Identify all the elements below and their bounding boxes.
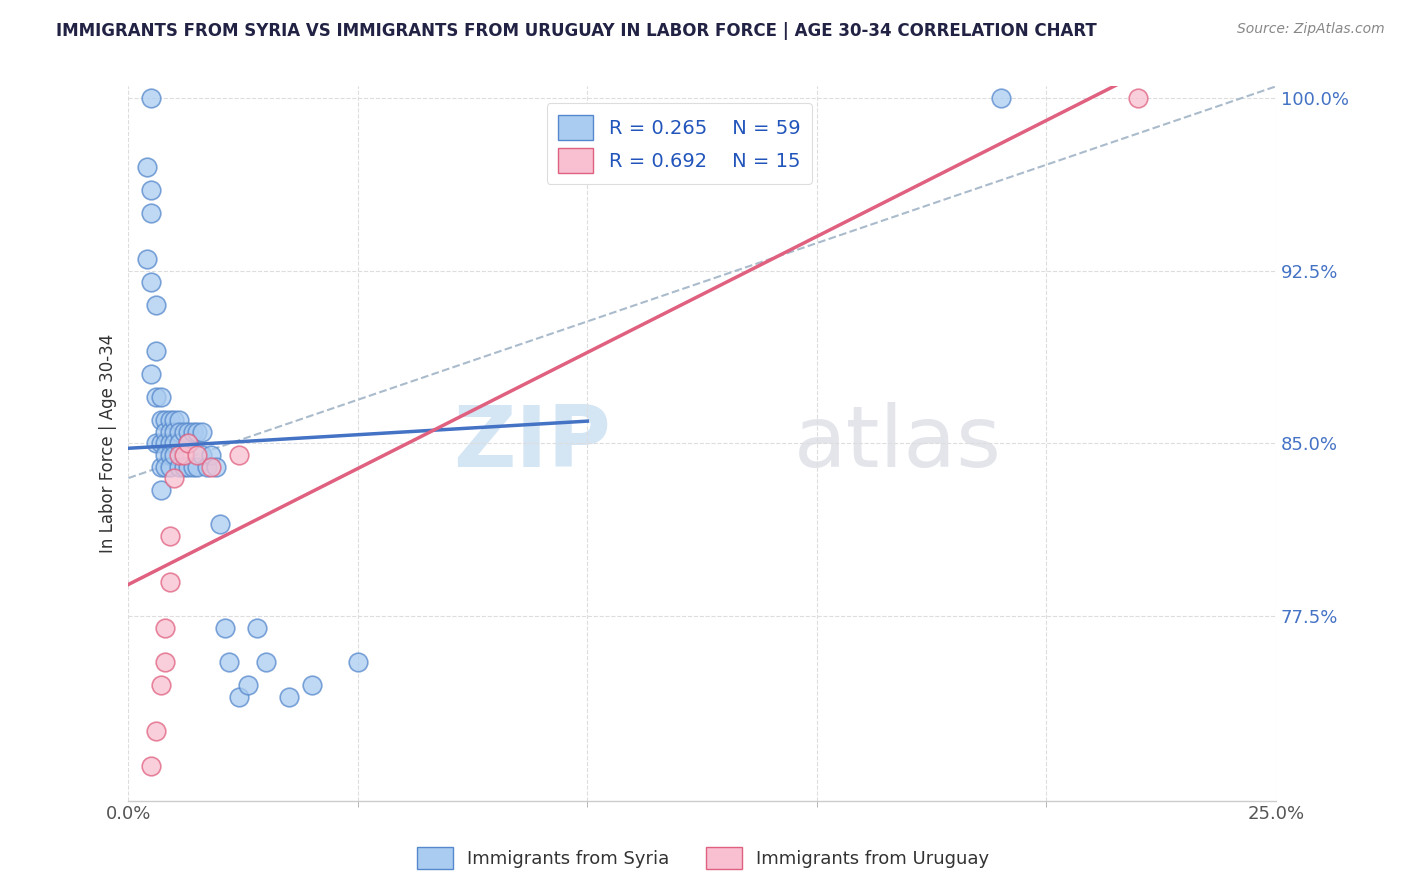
- Point: [177, 425, 200, 439]
- Point: [159, 574, 181, 589]
- Point: [153, 436, 176, 450]
- Point: [163, 448, 186, 462]
- Point: [177, 459, 200, 474]
- Point: [278, 690, 301, 704]
- Point: [135, 252, 157, 267]
- Text: ZIP: ZIP: [453, 402, 610, 485]
- Point: [149, 678, 172, 692]
- Legend: R = 0.265    N = 59, R = 0.692    N = 15: R = 0.265 N = 59, R = 0.692 N = 15: [547, 103, 813, 185]
- Point: [191, 448, 214, 462]
- Y-axis label: In Labor Force | Age 30-34: In Labor Force | Age 30-34: [100, 334, 117, 553]
- Point: [145, 391, 167, 405]
- Point: [209, 517, 232, 532]
- Point: [135, 160, 157, 174]
- Point: [195, 459, 218, 474]
- Point: [214, 621, 236, 635]
- Point: [181, 459, 204, 474]
- Point: [218, 656, 240, 670]
- Point: [141, 183, 163, 197]
- Point: [990, 91, 1012, 105]
- Point: [200, 459, 222, 474]
- Point: [145, 724, 167, 739]
- Point: [153, 621, 176, 635]
- Point: [145, 298, 167, 312]
- Point: [173, 425, 195, 439]
- Point: [163, 425, 186, 439]
- Point: [186, 425, 208, 439]
- Point: [159, 425, 181, 439]
- Point: [167, 436, 190, 450]
- Point: [149, 413, 172, 427]
- Point: [177, 436, 200, 450]
- Point: [228, 448, 250, 462]
- Point: [149, 483, 172, 497]
- Point: [163, 413, 186, 427]
- Point: [301, 678, 323, 692]
- Point: [163, 471, 186, 485]
- Point: [191, 425, 214, 439]
- Point: [141, 368, 163, 382]
- Point: [347, 656, 370, 670]
- Point: [159, 448, 181, 462]
- Point: [254, 656, 277, 670]
- Point: [177, 436, 200, 450]
- Point: [141, 91, 163, 105]
- Text: IMMIGRANTS FROM SYRIA VS IMMIGRANTS FROM URUGUAY IN LABOR FORCE | AGE 30-34 CORR: IMMIGRANTS FROM SYRIA VS IMMIGRANTS FROM…: [56, 22, 1097, 40]
- Point: [149, 436, 172, 450]
- Point: [153, 448, 176, 462]
- Point: [200, 448, 222, 462]
- Point: [167, 459, 190, 474]
- Point: [186, 459, 208, 474]
- Point: [153, 425, 176, 439]
- Point: [145, 344, 167, 359]
- Point: [181, 425, 204, 439]
- Point: [149, 391, 172, 405]
- Point: [141, 759, 163, 773]
- Point: [141, 275, 163, 289]
- Point: [167, 413, 190, 427]
- Point: [236, 678, 259, 692]
- Point: [159, 413, 181, 427]
- Point: [186, 448, 208, 462]
- Point: [173, 448, 195, 462]
- Point: [153, 459, 176, 474]
- Point: [153, 656, 176, 670]
- Point: [141, 206, 163, 220]
- Point: [167, 448, 190, 462]
- Point: [159, 459, 181, 474]
- Point: [149, 459, 172, 474]
- Point: [167, 425, 190, 439]
- Point: [153, 413, 176, 427]
- Point: [173, 459, 195, 474]
- Text: atlas: atlas: [794, 402, 1002, 485]
- Point: [159, 529, 181, 543]
- Point: [204, 459, 226, 474]
- Point: [228, 690, 250, 704]
- Point: [1128, 91, 1150, 105]
- Legend: Immigrants from Syria, Immigrants from Uruguay: Immigrants from Syria, Immigrants from U…: [408, 838, 998, 879]
- Point: [246, 621, 269, 635]
- Text: Source: ZipAtlas.com: Source: ZipAtlas.com: [1237, 22, 1385, 37]
- Point: [163, 436, 186, 450]
- Point: [145, 436, 167, 450]
- Point: [159, 436, 181, 450]
